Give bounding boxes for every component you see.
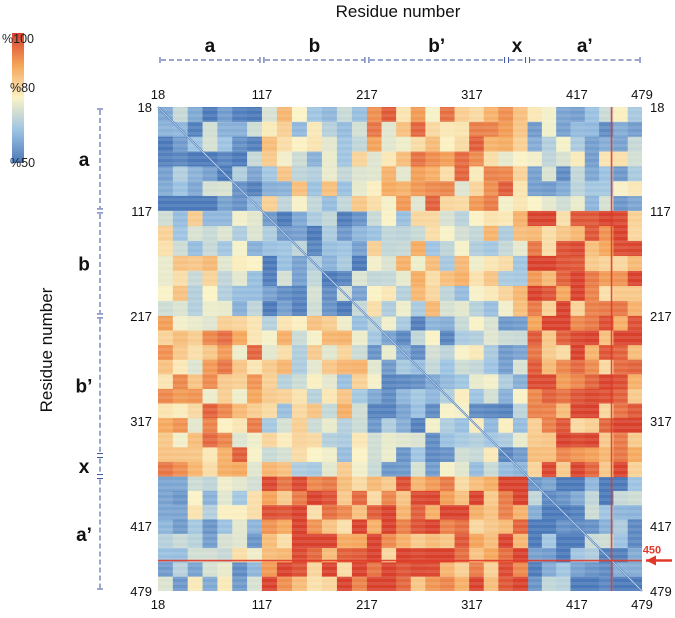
x-axis-title: Residue number xyxy=(336,2,461,21)
colorbar-label-mid: %80 xyxy=(10,81,35,95)
x-tick-top-18: 18 xyxy=(151,87,165,102)
y-tick-right-217: 217 xyxy=(650,309,672,324)
x-tick-bottom-479: 479 xyxy=(631,597,653,612)
domain-brackets: a a b b b’ b’ x x a’ a’ xyxy=(76,36,641,590)
y-tick-right-117: 117 xyxy=(650,204,671,219)
heatmap-diagonal-highlight xyxy=(157,106,643,592)
domain-label-left-b’: b’ xyxy=(76,377,93,398)
y-tick-left-317: 317 xyxy=(130,414,152,429)
x-tick-top-217: 217 xyxy=(356,87,378,102)
y-tick-right-317: 317 xyxy=(650,414,672,429)
x-tick-bottom-217: 217 xyxy=(356,597,378,612)
domain-label-top-b’: b’ xyxy=(428,36,445,57)
y-tick-right-18: 18 xyxy=(650,100,664,115)
colorbar: %100 %80 %50 xyxy=(2,32,35,170)
heatmap-diagonal xyxy=(157,106,643,592)
domain-label-left-x: x xyxy=(79,457,90,478)
y-tick-left-479: 479 xyxy=(130,584,152,599)
x-tick-bottom-417: 417 xyxy=(566,597,588,612)
y-tick-left-117: 117 xyxy=(131,204,152,219)
annotation-label: 450 xyxy=(643,545,661,557)
x-tick-top-317: 317 xyxy=(461,87,483,102)
y-axis-title: Residue number xyxy=(37,287,56,412)
domain-label-left-b: b xyxy=(78,254,90,275)
domain-label-left-a: a xyxy=(79,150,90,171)
domain-label-left-a’: a’ xyxy=(76,525,92,546)
y-tick-left-217: 217 xyxy=(130,309,152,324)
x-tick-bottom-317: 317 xyxy=(461,597,483,612)
domain-label-top-b: b xyxy=(309,36,321,57)
x-tick-bottom-18: 18 xyxy=(151,597,165,612)
y-tick-right-479: 479 xyxy=(650,584,672,599)
x-tick-bottom-117: 117 xyxy=(252,597,273,612)
colorbar-label-max: %100 xyxy=(2,32,34,46)
y-tick-right-417: 417 xyxy=(650,519,672,534)
x-tick-top-117: 117 xyxy=(252,87,273,102)
x-tick-top-479: 479 xyxy=(631,87,653,102)
y-tick-left-18: 18 xyxy=(138,100,152,115)
residue-annotation: 450 xyxy=(158,107,672,591)
annotation-arrow-head xyxy=(646,555,656,566)
domain-label-top-a: a xyxy=(205,36,216,57)
domain-label-top-x: x xyxy=(512,36,523,57)
colorbar-gradient xyxy=(12,33,24,163)
domain-label-top-a’: a’ xyxy=(577,36,593,57)
colorbar-label-min: %50 xyxy=(10,156,35,170)
x-tick-top-417: 417 xyxy=(566,87,588,102)
y-tick-left-417: 417 xyxy=(130,519,152,534)
